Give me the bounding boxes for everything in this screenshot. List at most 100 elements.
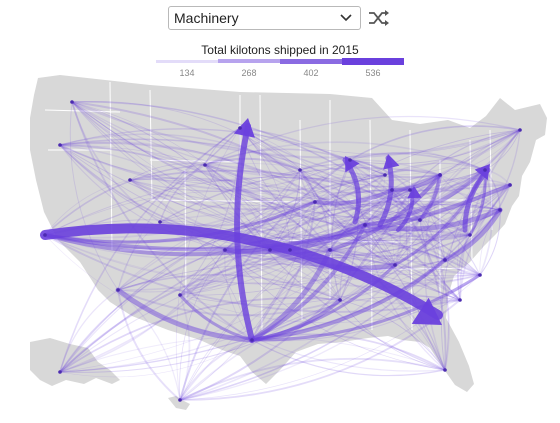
minor-flow [329,249,461,301]
legend-bar-2 [218,59,280,63]
minor-flow [391,189,471,236]
minor-flow [224,184,511,255]
minor-flow [59,169,301,373]
minor-flow [299,152,486,171]
minor-flow [251,339,446,377]
minor-flow [434,174,446,261]
minor-flow [329,174,441,251]
minor-flow [406,189,446,371]
minor-flow [364,183,511,226]
minor-flow [204,164,446,371]
minor-flow [179,249,271,296]
minor-flow [129,177,481,276]
minor-flow [179,259,446,305]
arrowhead-midwest-3 [407,186,422,199]
major-flow [250,258,447,342]
minor-flow [59,249,226,373]
minor-flow [179,201,316,401]
city-hub [238,126,242,130]
major-flow [313,188,394,206]
minor-flow [339,174,441,301]
minor-flow [179,174,441,401]
minor-flow [391,189,481,276]
minor-flow [59,144,301,182]
minor-flow [59,144,271,251]
minor-flow [129,179,253,341]
minor-flow [444,234,471,261]
minor-flow [479,209,501,276]
legend-tick-4: 536 [365,68,381,78]
minor-flow [329,189,411,251]
minor-flow [239,127,446,261]
minor-flow [71,101,441,183]
minor-flow [384,162,486,176]
minor-flow [71,101,501,215]
city-hub [58,143,62,147]
minor-flow [179,209,501,401]
alaska-shape [30,338,120,386]
city-hubs [43,100,522,402]
minor-flow [59,133,301,171]
minor-flow [129,159,351,192]
minor-flow [364,224,461,301]
minor-flow [59,128,386,176]
minor-flow [349,159,396,266]
minor-flow [117,263,461,301]
minor-flow [299,169,316,203]
city-hub [223,248,227,252]
minor-flow [289,224,366,251]
minor-flow [391,189,446,261]
minor-flow [439,174,501,211]
city-hub [518,128,522,132]
minor-flow [117,273,341,301]
hawaii-shape [168,396,190,410]
minor-flow [299,169,331,251]
minor-flow [44,234,396,284]
minor-flow [204,157,301,171]
minor-flow [44,191,316,236]
city-hub [128,178,132,182]
arrowhead-east [474,164,490,181]
minor-flow [44,164,206,236]
legend-tick-3: 402 [303,68,319,78]
minor-flow [179,189,393,296]
minor-flow [314,189,411,207]
commodity-select[interactable]: Machinery [168,6,361,30]
major-flow [178,293,254,342]
flow-texas-to-north [234,123,255,343]
minor-flow [329,174,441,251]
minor-flow [71,101,271,251]
minor-flow [239,127,291,251]
minor-flow [59,264,396,373]
minor-flow [419,169,486,221]
minor-flow [59,141,316,203]
minor-flow [239,127,421,221]
arrowhead-midwest-2 [383,154,400,170]
minor-flow [339,224,366,301]
arrowhead-southeast [411,297,442,325]
minor-flow [269,216,421,251]
minor-flow [179,282,341,301]
major-flow [115,287,255,343]
minor-flow [69,101,119,291]
minor-flow [179,294,446,372]
city-hub [443,258,447,262]
minor-flow [204,164,331,251]
minor-flow [289,174,386,251]
minor-flow [349,159,411,191]
minor-flow [364,174,441,226]
minor-flow [59,249,226,373]
minor-flow [409,169,486,192]
minor-flow [439,129,521,176]
minor-flow [299,169,471,236]
minor-flow [289,240,446,261]
minor-flow [364,224,396,266]
city-hub [363,223,367,227]
minor-flow [349,129,521,165]
shuffle-icon[interactable] [368,9,390,27]
minor-flow [117,127,241,291]
minor-flow [179,249,331,401]
minor-flow [409,189,449,371]
legend-tick-1: 134 [179,68,195,78]
minor-flow [59,144,471,242]
